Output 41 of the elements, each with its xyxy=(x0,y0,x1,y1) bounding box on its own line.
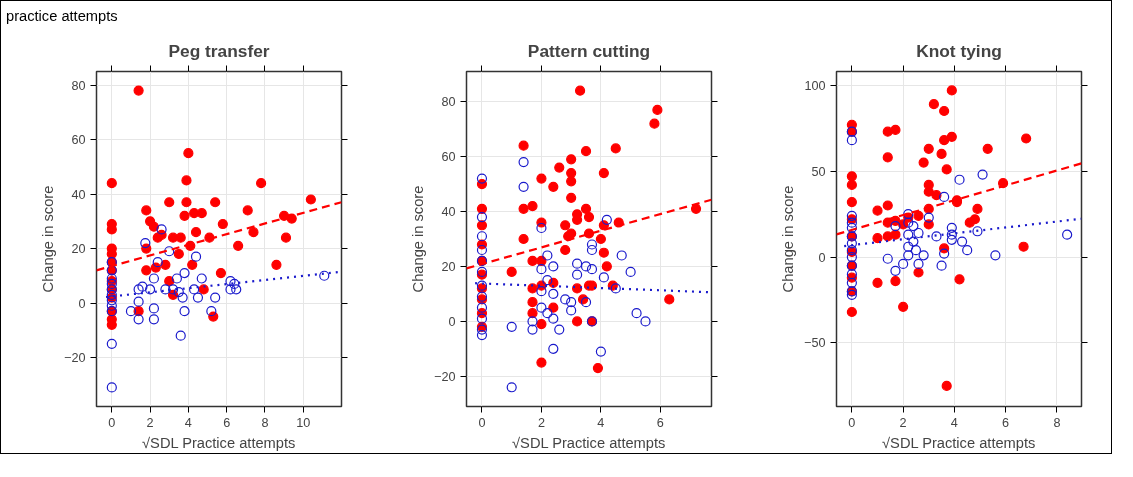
x-tick-label: 6 xyxy=(223,415,231,430)
y-tick-label: 20 xyxy=(71,242,86,257)
x-axis-title: √SDL Practice attempts xyxy=(882,434,1036,451)
chart-title: Knot tying xyxy=(916,40,1002,61)
y-tick-label: 60 xyxy=(441,150,456,165)
x-tick-label: 8 xyxy=(261,415,269,430)
y-axis-title: Change in score xyxy=(40,185,57,293)
y-tick-label: 40 xyxy=(71,187,86,202)
y-tick-label: −20 xyxy=(64,350,86,365)
y-tick-label: 80 xyxy=(441,95,456,110)
y-tick-label: −20 xyxy=(434,369,456,384)
x-axis-title: √SDL Practice attempts xyxy=(512,434,666,451)
x-tick-label: 0 xyxy=(848,415,856,430)
y-tick-label: 20 xyxy=(441,259,456,274)
y-tick-label: 0 xyxy=(78,296,86,311)
x-tick-label: 2 xyxy=(537,415,545,430)
x-tick-label: 6 xyxy=(656,415,664,430)
chart-title: Pattern cutting xyxy=(527,40,651,61)
x-tick-label: 0 xyxy=(108,415,116,430)
y-tick-label: 0 xyxy=(448,314,456,329)
x-tick-label: 6 xyxy=(1002,415,1010,430)
y-axis-title: Change in score xyxy=(410,185,427,293)
x-tick-label: 2 xyxy=(899,415,907,430)
y-tick-label: 40 xyxy=(441,205,456,220)
x-tick-label: 4 xyxy=(184,415,192,430)
y-tick-label: 100 xyxy=(804,78,826,93)
x-tick-label: 0 xyxy=(478,415,486,430)
x-tick-label: 10 xyxy=(296,415,311,430)
y-tick-label: 60 xyxy=(71,133,86,148)
x-tick-label: 4 xyxy=(597,415,605,430)
x-tick-label: 8 xyxy=(1053,415,1061,430)
y-tick-label: 80 xyxy=(71,78,86,93)
x-tick-label: 2 xyxy=(146,415,154,430)
x-axis-title: √SDL Practice attempts xyxy=(142,434,296,451)
chart-title: Peg transfer xyxy=(168,40,270,61)
y-tick-label: −50 xyxy=(804,336,826,351)
y-axis-title: Change in score xyxy=(780,185,797,293)
y-tick-label: 0 xyxy=(818,250,826,265)
x-tick-label: 4 xyxy=(950,415,958,430)
y-tick-label: 50 xyxy=(811,164,826,179)
text: practice attempts xyxy=(6,7,118,26)
